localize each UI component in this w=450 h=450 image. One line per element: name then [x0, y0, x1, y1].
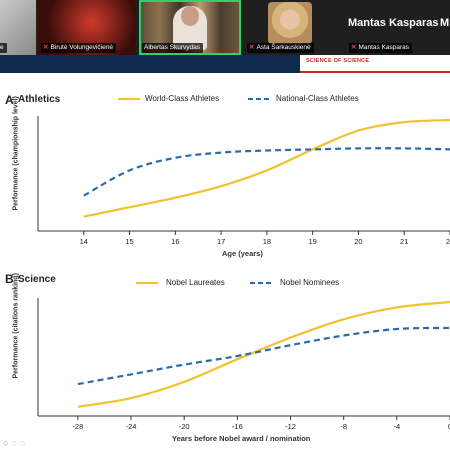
chart-science: -28 -24 -20 -16 -12 -8 -4 0: [37, 298, 450, 431]
avatar: [268, 2, 312, 44]
panel-title-science: Science: [18, 274, 56, 285]
series-line-dashed: [77, 326, 450, 386]
legend-label-nominees: Nobel Nominees: [280, 278, 340, 287]
participant-tile[interactable]: e: [0, 0, 36, 55]
person-head: [181, 6, 199, 26]
panel-letter-b: B: [5, 272, 14, 286]
participant-tile[interactable]: Mantas Kasparas ✕ Mantas Kasparas: [346, 0, 450, 55]
participant-name: ✕ Birutė Volungevičienė: [41, 43, 116, 53]
participant-name: e: [0, 43, 7, 53]
x-tick-label: -8: [340, 422, 347, 431]
series-line-dashed: [83, 147, 450, 197]
x-tick-label: 18: [263, 237, 271, 246]
series-line-solid: [83, 118, 450, 218]
x-tick-label: -16: [232, 422, 243, 431]
x-tick-label: 20: [354, 237, 362, 246]
x-axis-label-b: Years before Nobel award / nomination: [172, 434, 311, 443]
x-tick-label: -20: [179, 422, 190, 431]
participant-tile-active-speaker[interactable]: Albertas Skurvydas: [139, 0, 241, 55]
participant-display-name: Mantas Kasparas: [348, 17, 439, 29]
reaction-icons[interactable]: ○◌◌: [3, 438, 29, 448]
x-tick-label: -28: [72, 422, 83, 431]
legend-line-laureates: [136, 282, 158, 284]
participant-tile[interactable]: ✕ Birutė Volungevičienė: [38, 0, 136, 55]
legend-line-national-class: [248, 98, 270, 100]
participant-name: ✕ Mantas Kasparas: [349, 43, 413, 53]
x-tick-label: 22: [446, 237, 450, 246]
panel-title-athletics: Athletics: [18, 94, 61, 105]
panel-letter-a: A: [5, 93, 14, 107]
participant-name: Albertas Skurvydas: [142, 43, 203, 53]
x-tick-label: -12: [285, 422, 296, 431]
x-tick-label: 0: [448, 422, 450, 431]
x-tick-label: 15: [125, 237, 133, 246]
participant-tile[interactable]: ✕ Asta Šarkauskienė: [244, 0, 344, 55]
x-tick-label: 16: [171, 237, 179, 246]
legend-label-national-class: National-Class Athletes: [276, 94, 359, 103]
x-axis-label-a: Age (years): [222, 249, 263, 258]
legend-label-laureates: Nobel Laureates: [166, 278, 225, 287]
x-tick-label: -4: [394, 422, 401, 431]
legend-line-nominees: [250, 282, 272, 284]
series-line-solid: [77, 300, 450, 408]
x-tick-label: 19: [308, 237, 316, 246]
x-tick-label: -24: [126, 422, 137, 431]
section-tag: SCIENCE OF SCIENCE: [300, 55, 450, 73]
muted-mic-icon: ✕: [351, 44, 357, 51]
muted-mic-icon: ✕: [43, 44, 49, 51]
x-tick-label: 17: [217, 237, 225, 246]
participant-name: ✕ Asta Šarkauskienė: [247, 43, 314, 53]
participant-strip: e ✕ Birutė Volungevičienė Albertas Skurvy…: [0, 0, 450, 55]
participant-display-name-2: M: [440, 17, 450, 29]
x-tick-label: 21: [400, 237, 408, 246]
legend-line-world-class: [118, 98, 140, 100]
chart-athletics: 14 15 16 17 18 19 20 21 22: [37, 116, 450, 246]
muted-mic-icon: ✕: [249, 44, 255, 51]
legend-label-world-class: World-Class Athletes: [145, 94, 220, 103]
x-tick-label: 14: [80, 237, 88, 246]
